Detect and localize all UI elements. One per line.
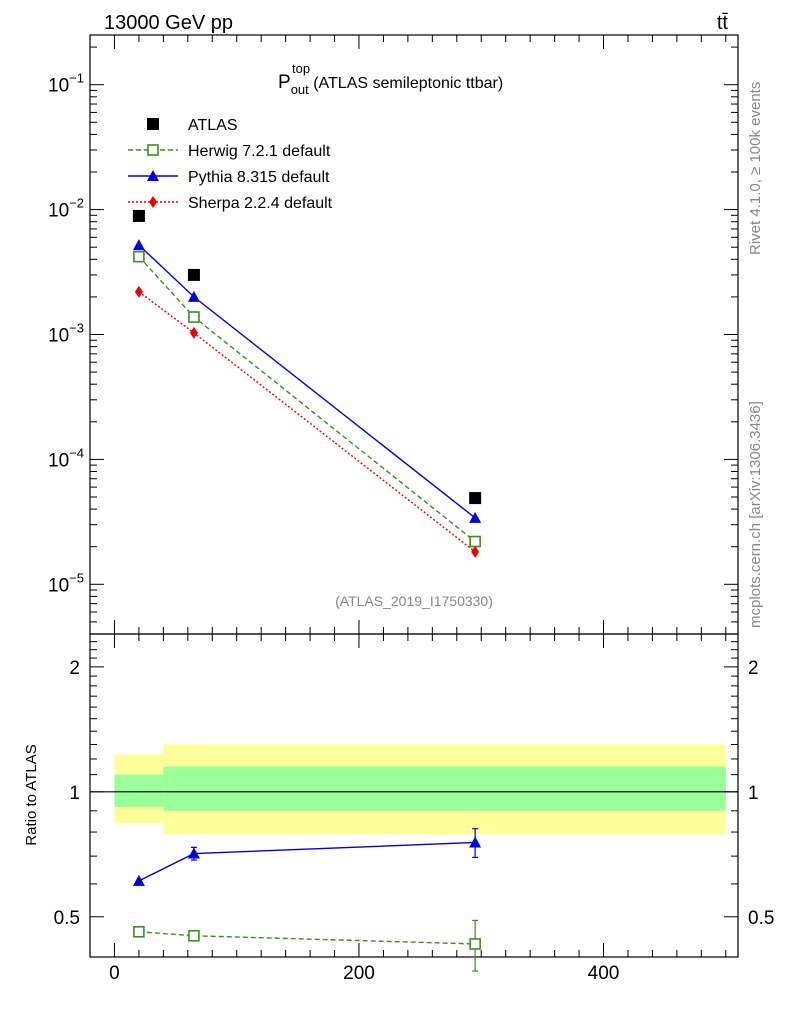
main-ytick-label: 10−1 xyxy=(48,71,84,97)
ratio-ytick-label-left: 0.5 xyxy=(54,908,80,929)
ratio-xtick-label: 400 xyxy=(588,963,620,984)
ratio-band-stat-1 xyxy=(163,766,726,811)
title-main: P xyxy=(278,72,291,93)
title-sup: top xyxy=(292,61,310,76)
process-label: tt̄ xyxy=(717,12,729,34)
ratio-series-line-1 xyxy=(138,931,476,945)
main-panel: 10−110−210−310−410−5 xyxy=(48,34,739,635)
ratio-point-1-0 xyxy=(133,926,145,938)
plot-title: Pout (ATLAS semileptonic ttbar) xyxy=(278,72,503,97)
energy-label: 13000 GeV pp xyxy=(104,12,233,34)
legend: ATLAS Herwig 7.2.1 default Pythia 8.315 de… xyxy=(128,117,333,212)
ratio-xtick-label: 0 xyxy=(109,963,120,984)
ratio-ytick-label-left: 2 xyxy=(69,658,80,679)
main-ytick-label: 10−3 xyxy=(48,321,84,347)
ratio-panel: 2 2 1 1 0.5 0.5 0 200 400 xyxy=(54,633,774,984)
main-ytick-exp: −1 xyxy=(69,71,84,86)
data-point-1-2 xyxy=(469,535,481,548)
ratio-point-0-1 xyxy=(187,847,200,859)
data-point-2-0 xyxy=(132,239,145,251)
main-ytick-label: 10−5 xyxy=(48,570,84,596)
analysis-label: (ATLAS_2019_I1750330) xyxy=(335,593,493,609)
ratio-point-0-2 xyxy=(469,836,482,848)
ratio-point-0-0 xyxy=(132,874,145,886)
ratio-series-line-0 xyxy=(138,841,476,882)
ratio-frame xyxy=(89,633,739,958)
data-point-2-2 xyxy=(469,511,482,523)
title-sub: out xyxy=(291,82,309,97)
data-point-1-1 xyxy=(188,311,200,323)
data-point-3-2 xyxy=(471,545,480,558)
data-point-1-0 xyxy=(133,250,145,263)
main-ytick-base: 10 xyxy=(48,201,69,222)
main-ytick-exp: −5 xyxy=(69,570,84,585)
series-line-2 xyxy=(138,244,476,519)
ratio-ytick-label-right: 0.5 xyxy=(748,908,774,929)
ratio-ylabel: Ratio to ATLAS xyxy=(23,744,40,845)
main-ytick-label: 10−4 xyxy=(48,445,84,471)
legend-marker-1 xyxy=(147,144,159,156)
title-rest: (ATLAS semileptonic ttbar) xyxy=(309,75,503,92)
ratio-ytick-label-right: 1 xyxy=(748,783,759,804)
main-ytick-base: 10 xyxy=(48,450,69,471)
ratio-ytick-label-right: 2 xyxy=(748,658,759,679)
data-point-3-0 xyxy=(134,285,143,298)
data-point-3-1 xyxy=(189,326,198,339)
main-ytick-exp: −2 xyxy=(69,196,84,211)
data-point-0-1 xyxy=(187,268,200,281)
legend-marker-2 xyxy=(147,170,159,181)
mcplots-label: mcplots.cern.ch [arXiv:1306.3436] xyxy=(747,401,764,628)
main-ytick-base: 10 xyxy=(48,76,69,97)
legend-marker-0 xyxy=(147,118,159,130)
series-line-3 xyxy=(138,291,476,553)
main-ytick-exp: −4 xyxy=(69,445,84,460)
legend-marker-3 xyxy=(149,196,157,208)
ratio-xtick-label: 200 xyxy=(343,963,375,984)
legend-label-1: Herwig 7.2.1 default xyxy=(188,143,331,160)
legend-label-0: ATLAS xyxy=(188,117,238,134)
data-point-0-2 xyxy=(469,492,482,505)
ratio-point-1-2 xyxy=(469,938,481,950)
data-point-0-0 xyxy=(132,209,145,222)
rivet-version-label: Rivet 4.1.0, ≥ 100k events xyxy=(747,82,764,255)
main-ytick-exp: −3 xyxy=(69,321,84,336)
legend-label-2: Pythia 8.315 default xyxy=(188,169,330,186)
main-ytick-base: 10 xyxy=(48,326,69,347)
ratio-point-1-1 xyxy=(188,929,200,942)
ratio-ytick-label-left: 1 xyxy=(69,783,80,804)
legend-label-3: Sherpa 2.2.4 default xyxy=(188,195,333,212)
main-ytick-label: 10−2 xyxy=(48,196,84,222)
main-ytick-base: 10 xyxy=(48,575,69,596)
data-point-2-1 xyxy=(187,290,200,302)
ratio-band-stat-0 xyxy=(114,774,164,807)
